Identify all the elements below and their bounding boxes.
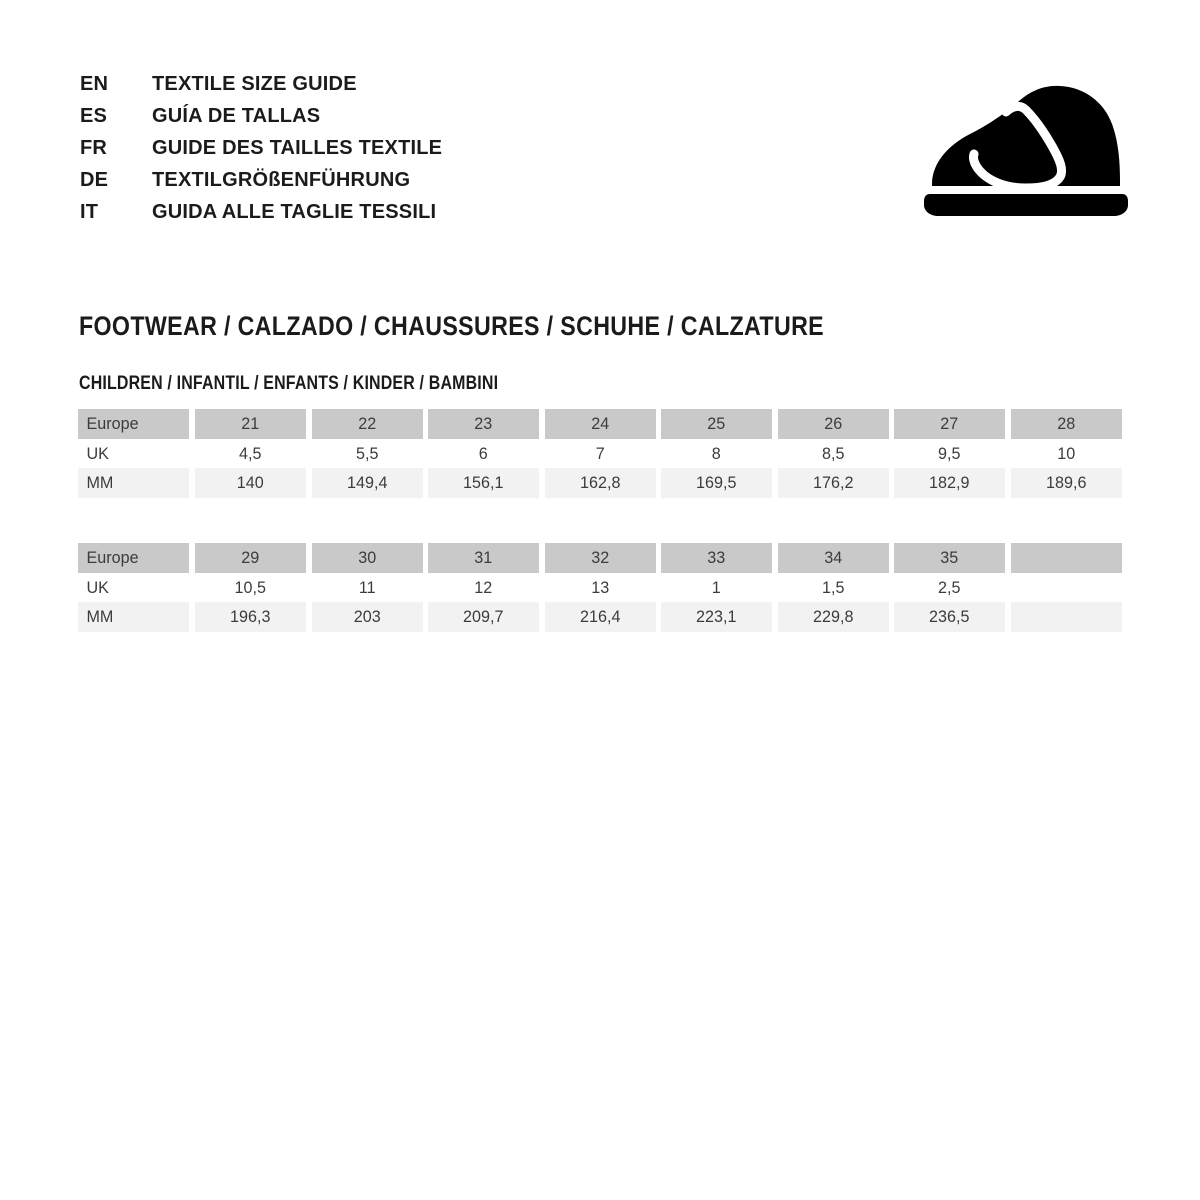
cell-mm-7: 189,6	[1010, 468, 1122, 498]
cell-uk-6: 2,5	[893, 572, 1005, 602]
row-label-europe: Europe	[77, 543, 190, 573]
cell-uk-2: 6	[427, 438, 539, 468]
language-row-es: ES GUÍA DE TALLAS	[80, 100, 600, 132]
cell-mm-4: 169,5	[660, 468, 772, 498]
cell-europe-1: 30	[311, 543, 423, 573]
cell-europe-7	[1010, 543, 1122, 573]
language-code-fr: FR	[80, 137, 108, 159]
language-list: EN TEXTILE SIZE GUIDE ES GUÍA DE TALLAS …	[80, 68, 600, 228]
cell-uk-3: 7	[544, 438, 656, 468]
cell-mm-1: 203	[311, 602, 423, 632]
language-code-es: ES	[80, 105, 108, 127]
cell-europe-5: 26	[777, 409, 889, 439]
cell-uk-7: 10	[1010, 438, 1122, 468]
section-title-children: CHILDREN / INFANTIL / ENFANTS / KINDER /…	[79, 373, 499, 394]
cell-mm-2: 209,7	[427, 602, 539, 632]
cell-mm-7	[1010, 602, 1122, 632]
cell-uk-3: 13	[544, 572, 656, 602]
table-row: MM 140 149,4 156,1 162,8 169,5 176,2 182…	[75, 468, 1124, 498]
language-row-en: EN TEXTILE SIZE GUIDE	[80, 68, 600, 100]
cell-uk-4: 1	[660, 572, 772, 602]
cell-europe-3: 24	[544, 409, 656, 439]
table-row: Europe 29 30 31 32 33 34 35	[75, 543, 1124, 573]
row-label-uk: UK	[77, 438, 190, 468]
page-title-footwear: FOOTWEAR / CALZADO / CHAUSSURES / SCHUHE…	[79, 311, 825, 341]
cell-mm-0: 196,3	[194, 602, 306, 632]
cell-europe-7: 28	[1010, 409, 1122, 439]
language-row-fr: FR GUIDE DES TAILLES TEXTILE	[80, 132, 600, 164]
language-title-en: TEXTILE SIZE GUIDE	[152, 73, 357, 95]
cell-uk-1: 11	[311, 572, 423, 602]
cell-mm-5: 176,2	[777, 468, 889, 498]
language-code-it: IT	[80, 201, 99, 223]
cell-uk-0: 4,5	[194, 438, 306, 468]
cell-europe-2: 23	[427, 409, 539, 439]
cell-europe-2: 31	[427, 543, 539, 573]
cell-europe-4: 25	[660, 409, 772, 439]
cell-europe-5: 34	[777, 543, 889, 573]
language-title-fr: GUIDE DES TAILLES TEXTILE	[152, 137, 443, 159]
cell-europe-4: 33	[660, 543, 772, 573]
cell-uk-6: 9,5	[893, 438, 1005, 468]
cell-mm-0: 140	[194, 468, 306, 498]
language-code-en: EN	[80, 73, 109, 95]
row-label-mm: MM	[77, 602, 190, 632]
cell-europe-6: 27	[893, 409, 1005, 439]
cell-mm-6: 182,9	[893, 468, 1005, 498]
cell-uk-4: 8	[660, 438, 772, 468]
table-row: UK 10,5 11 12 13 1 1,5 2,5	[75, 572, 1124, 602]
cell-mm-3: 162,8	[544, 468, 656, 498]
cell-mm-4: 223,1	[660, 602, 772, 632]
language-row-it: IT GUIDA ALLE TAGLIE TESSILI	[80, 196, 600, 228]
cell-europe-0: 29	[194, 543, 306, 573]
language-title-es: GUÍA DE TALLAS	[152, 105, 321, 127]
cell-uk-2: 12	[427, 572, 539, 602]
cell-uk-5: 1,5	[777, 572, 889, 602]
cell-mm-6: 236,5	[893, 602, 1005, 632]
table-row: Europe 21 22 23 24 25 26 27 28	[75, 409, 1124, 439]
cell-europe-1: 22	[311, 409, 423, 439]
table-row: UK 4,5 5,5 6 7 8 8,5 9,5 10	[75, 438, 1124, 468]
language-code-de: DE	[80, 169, 109, 191]
row-label-europe: Europe	[77, 409, 190, 439]
cell-europe-0: 21	[194, 409, 306, 439]
cell-europe-6: 35	[893, 543, 1005, 573]
size-table-children-2: Europe 29 30 31 32 33 34 35 UK 10,5 11 1…	[75, 543, 1124, 632]
cell-mm-3: 216,4	[544, 602, 656, 632]
row-label-mm: MM	[77, 468, 190, 498]
language-row-de: DE TEXTILGRÖßENFÜHRUNG	[80, 164, 600, 196]
cell-mm-1: 149,4	[311, 468, 423, 498]
cell-uk-5: 8,5	[777, 438, 889, 468]
cell-mm-2: 156,1	[427, 468, 539, 498]
language-title-de: TEXTILGRÖßENFÜHRUNG	[152, 169, 411, 191]
cell-uk-0: 10,5	[194, 572, 306, 602]
cell-uk-7	[1010, 572, 1122, 602]
language-title-it: GUIDA ALLE TAGLIE TESSILI	[152, 201, 437, 223]
shoe-icon	[908, 80, 1132, 218]
size-table-children-1: Europe 21 22 23 24 25 26 27 28 UK 4,5 5,…	[75, 409, 1124, 498]
row-label-uk: UK	[77, 572, 190, 602]
table-row: MM 196,3 203 209,7 216,4 223,1 229,8 236…	[75, 602, 1124, 632]
cell-mm-5: 229,8	[777, 602, 889, 632]
cell-europe-3: 32	[544, 543, 656, 573]
cell-uk-1: 5,5	[311, 438, 423, 468]
